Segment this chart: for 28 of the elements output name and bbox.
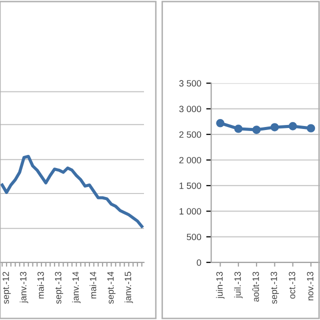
x-tick-label: nov.-13 bbox=[306, 272, 314, 300]
point bbox=[252, 126, 261, 134]
x-tick-label: juin-13 bbox=[216, 272, 224, 299]
y-tick-label: 2 000 bbox=[179, 156, 202, 164]
y-tick-label: 1 000 bbox=[180, 208, 202, 215]
x-tick-label: août-13 bbox=[252, 272, 259, 302]
point bbox=[216, 118, 224, 128]
y-tick-label: 3 000 bbox=[179, 106, 202, 112]
x-tick-label: janv.-13 bbox=[20, 272, 28, 304]
point bbox=[234, 124, 243, 133]
x-tick-label: janv.-15 bbox=[124, 272, 133, 304]
y-tick-label: 1 500 bbox=[180, 182, 202, 189]
y-tick-label: 3 500 bbox=[179, 80, 202, 87]
x-tick-label: sept.-12 bbox=[2, 272, 11, 304]
point bbox=[306, 124, 316, 132]
x-tick-label: mai-14 bbox=[90, 272, 96, 298]
x-tick-label: sept.-14 bbox=[107, 272, 116, 304]
x-tick-label: sept.-13 bbox=[54, 272, 64, 304]
y-tick-label: 500 bbox=[186, 234, 202, 240]
point bbox=[270, 123, 279, 132]
x-tick-label: mai-13 bbox=[37, 272, 44, 298]
y-tick-label: 0 bbox=[196, 259, 202, 266]
point bbox=[288, 122, 297, 130]
x-tick-label: sept.-13 bbox=[270, 272, 279, 304]
x-tick-label: oct.-13 bbox=[288, 272, 296, 299]
y-tick-label: 2 500 bbox=[179, 131, 202, 138]
x-tick-label: juil.-13 bbox=[234, 272, 243, 298]
x-tick-label: janv.-14 bbox=[72, 272, 81, 304]
